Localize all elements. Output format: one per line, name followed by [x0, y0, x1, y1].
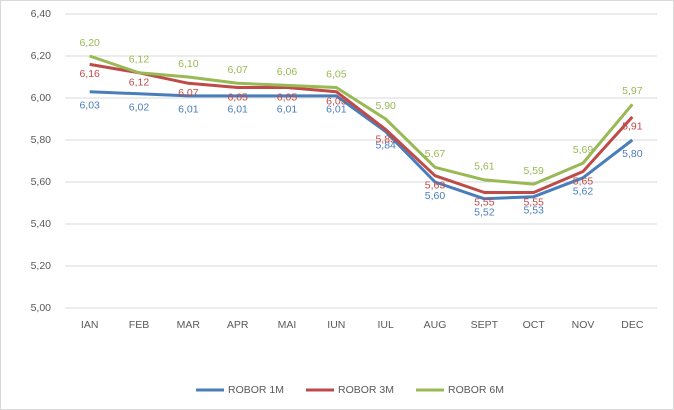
- x-tick-label: FEB: [129, 319, 149, 331]
- data-label: 6,05: [326, 68, 347, 80]
- data-label: 5,91: [622, 121, 643, 133]
- data-label: 6,01: [178, 104, 199, 116]
- data-label: 5,60: [425, 190, 446, 202]
- data-label: 5,53: [523, 204, 544, 216]
- legend-label: ROBOR 1M: [228, 384, 284, 396]
- data-label: 6,07: [178, 87, 199, 99]
- data-label: 5,90: [375, 100, 396, 112]
- data-label: 6,02: [129, 102, 150, 114]
- data-label: 5,61: [474, 161, 495, 173]
- data-label: 6,10: [178, 58, 199, 70]
- data-label: 6,01: [227, 104, 248, 116]
- y-tick-label: 5,00: [31, 302, 52, 314]
- x-tick-label: APR: [227, 319, 249, 331]
- data-label: 6,05: [277, 91, 298, 103]
- data-label: 5,84: [375, 139, 396, 151]
- data-label: 6,06: [277, 66, 298, 78]
- data-label: 6,12: [129, 54, 150, 66]
- x-tick-label: AUG: [424, 319, 447, 331]
- y-tick-label: 5,80: [31, 134, 52, 146]
- data-label: 5,52: [474, 207, 495, 219]
- x-tick-label: SEPT: [471, 319, 499, 331]
- legend-label: ROBOR 3M: [338, 384, 394, 396]
- data-label: 5,62: [573, 186, 594, 198]
- data-label: 5,59: [523, 165, 544, 177]
- data-label: 6,12: [129, 77, 150, 89]
- legend-label: ROBOR 6M: [448, 384, 504, 396]
- data-label: 5,63: [425, 179, 446, 191]
- data-label: 5,97: [622, 85, 643, 97]
- x-tick-label: OCT: [523, 319, 546, 331]
- data-label: 5,67: [425, 148, 446, 160]
- data-label: 5,69: [573, 144, 594, 156]
- x-tick-label: IUL: [377, 319, 394, 331]
- data-label: 5,80: [622, 148, 643, 160]
- y-tick-label: 5,20: [31, 260, 52, 272]
- x-tick-label: MAI: [278, 319, 297, 331]
- x-tick-label: NOV: [572, 319, 595, 331]
- series-line: [89, 90, 634, 201]
- x-tick-label: IAN: [81, 319, 99, 331]
- data-label: 6,20: [79, 37, 100, 49]
- y-tick-label: 5,40: [31, 218, 52, 230]
- y-tick-label: 5,60: [31, 176, 52, 188]
- x-tick-label: MAR: [177, 319, 201, 331]
- data-label: 5,85: [375, 133, 396, 145]
- data-label: 5,55: [523, 196, 544, 208]
- y-tick-label: 6,40: [31, 8, 52, 20]
- y-tick-label: 6,20: [31, 50, 52, 62]
- data-label: 5,65: [573, 175, 594, 187]
- data-label: 6,01: [277, 104, 298, 116]
- data-label: 6,07: [227, 64, 248, 76]
- data-label: 5,55: [474, 196, 495, 208]
- data-label: 6,05: [227, 91, 248, 103]
- series-line: [89, 54, 634, 186]
- data-label: 6,16: [79, 68, 100, 80]
- data-label: 6,01: [326, 104, 347, 116]
- y-tick-label: 6,00: [31, 92, 52, 104]
- series-line: [89, 62, 634, 194]
- x-tick-label: DEC: [621, 319, 644, 331]
- x-tick-label: IUN: [327, 319, 345, 331]
- data-label: 6,03: [79, 99, 100, 111]
- data-label: 6,03: [326, 95, 347, 107]
